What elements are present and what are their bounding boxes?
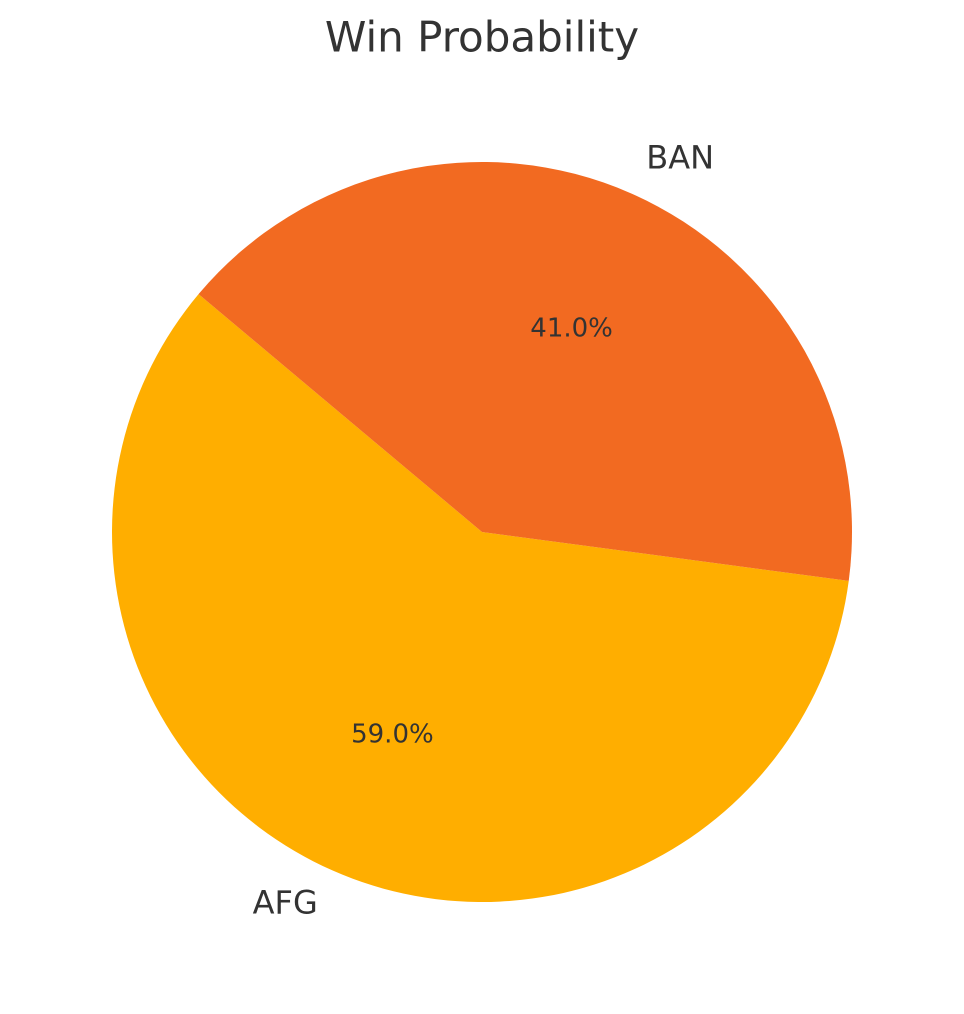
chart-title: Win Probability [325, 13, 639, 62]
pie-slice [198, 161, 853, 581]
value-label: 59.0% [351, 720, 434, 750]
value-label: 41.0% [530, 313, 613, 343]
slice-label: AFG [253, 883, 318, 921]
slice-label: BAN [646, 139, 714, 177]
pie-slice [112, 294, 849, 902]
